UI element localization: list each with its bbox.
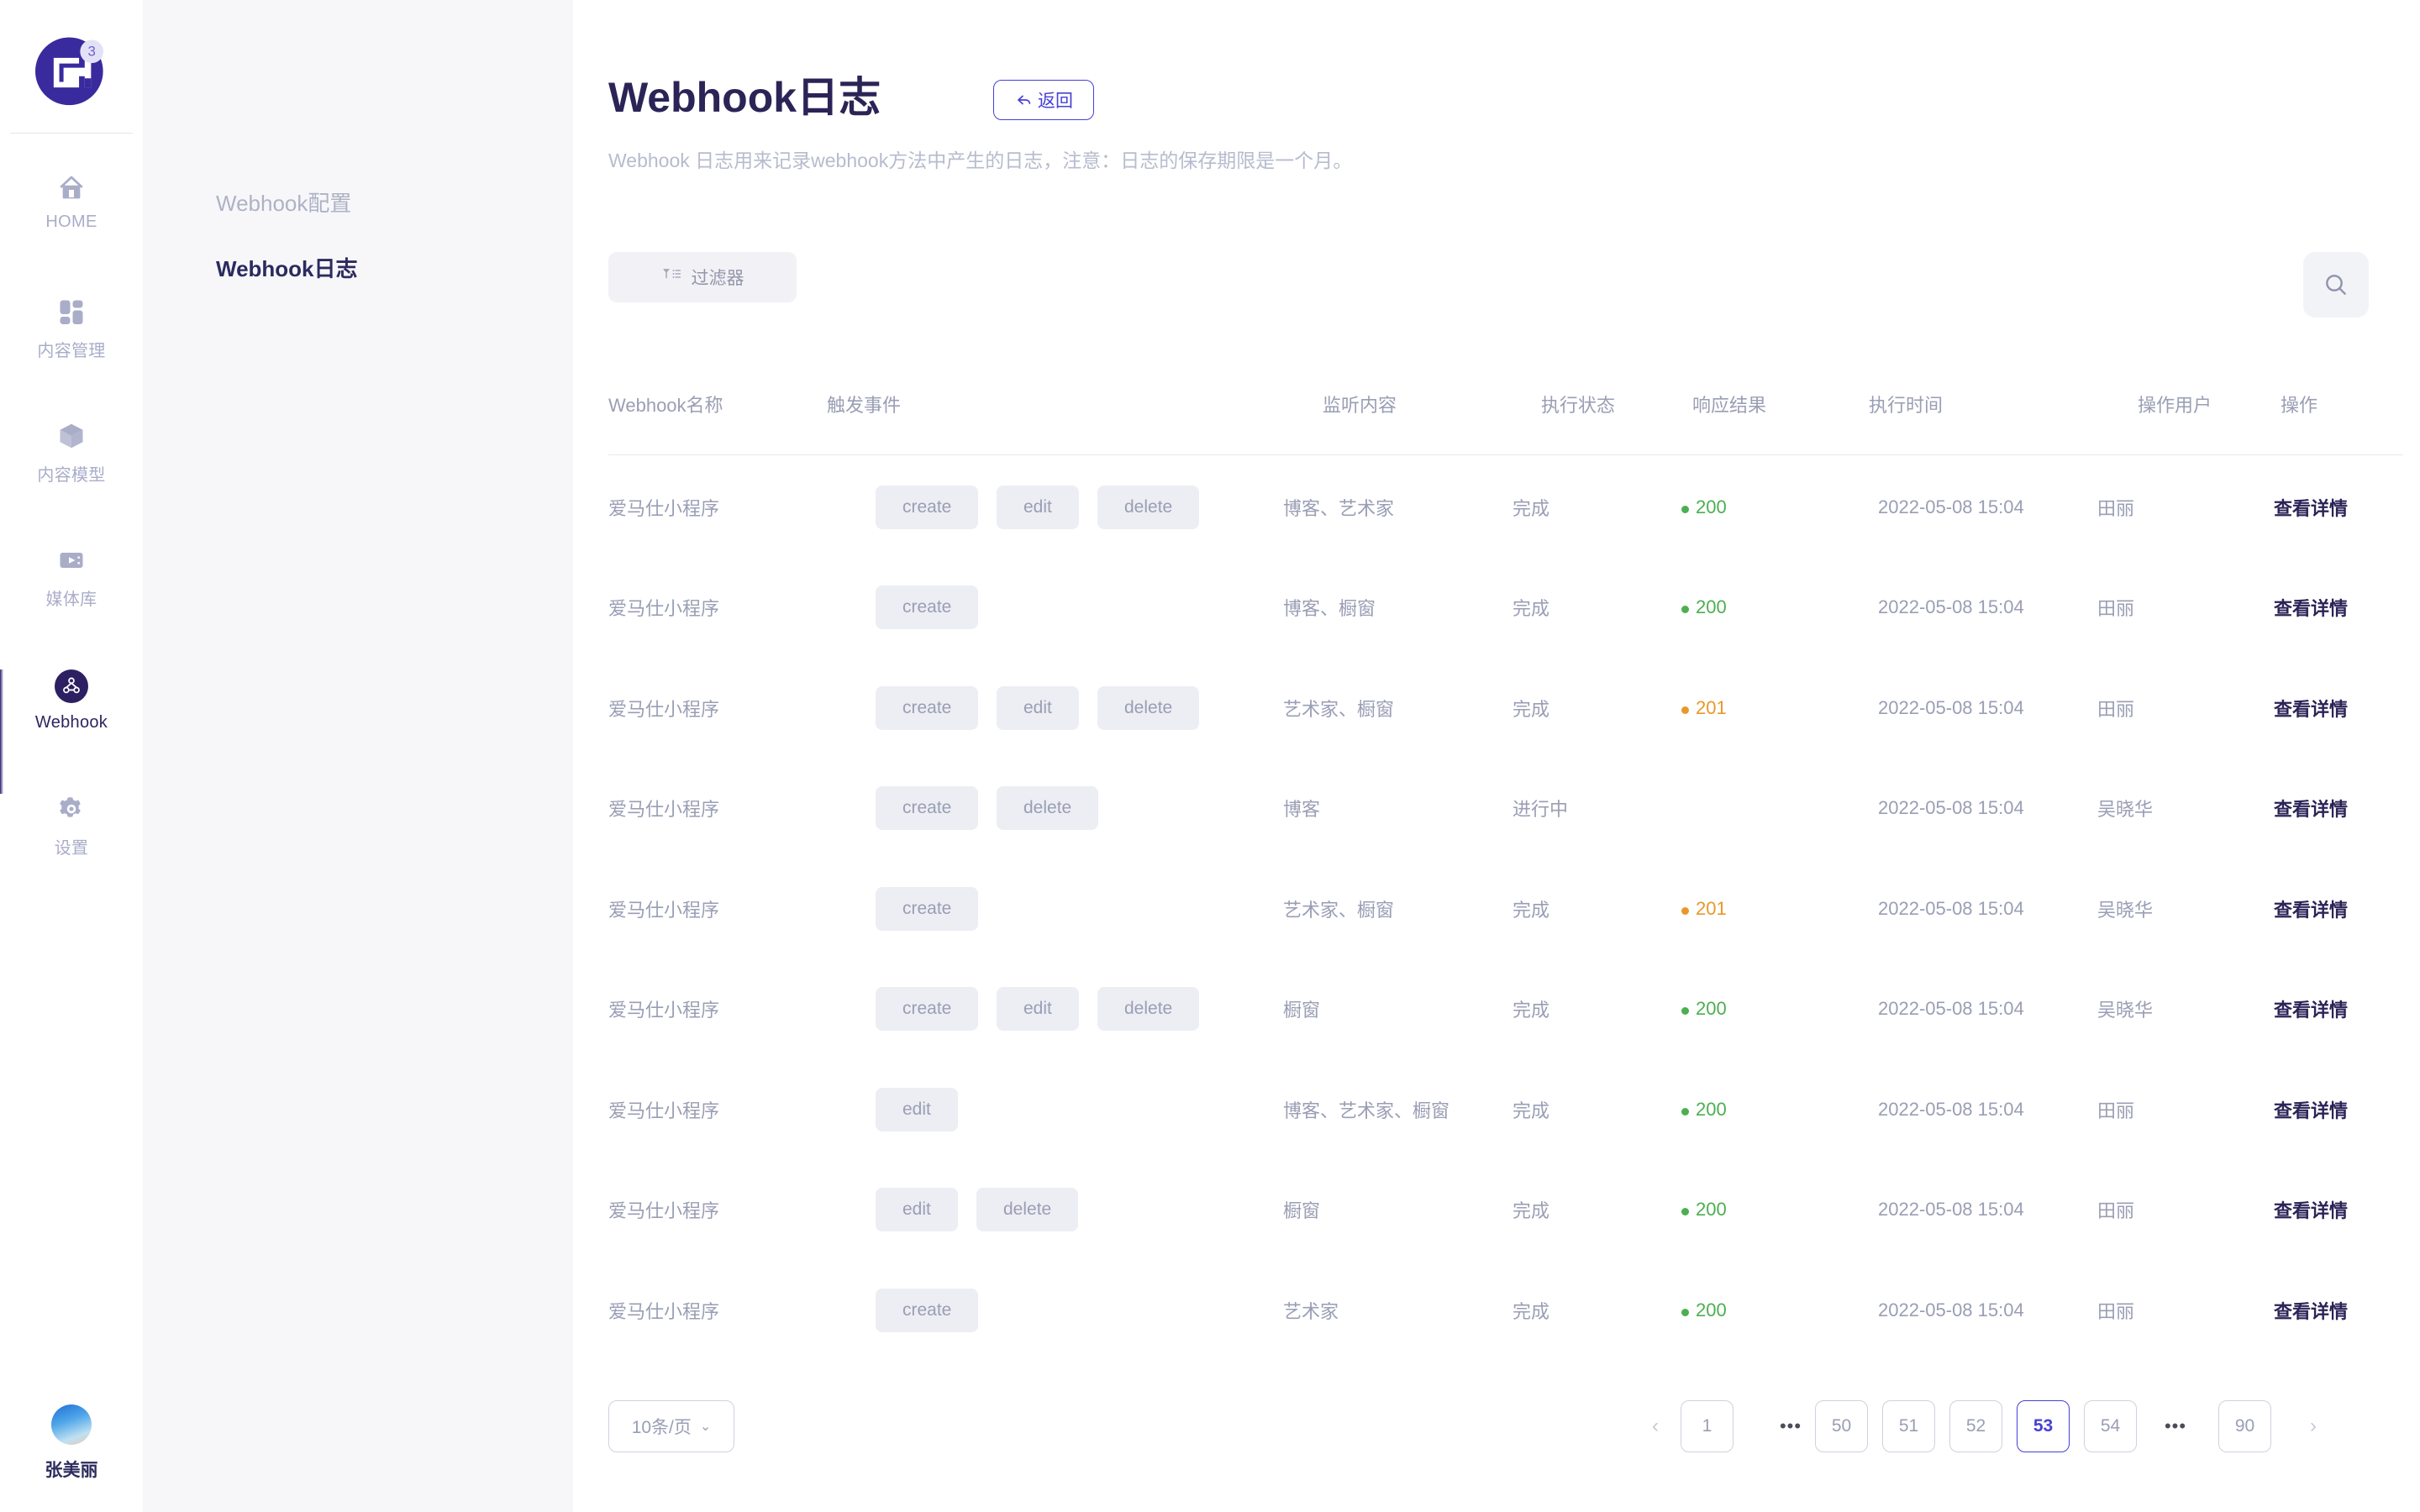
svg-text:3: 3 xyxy=(88,43,96,59)
